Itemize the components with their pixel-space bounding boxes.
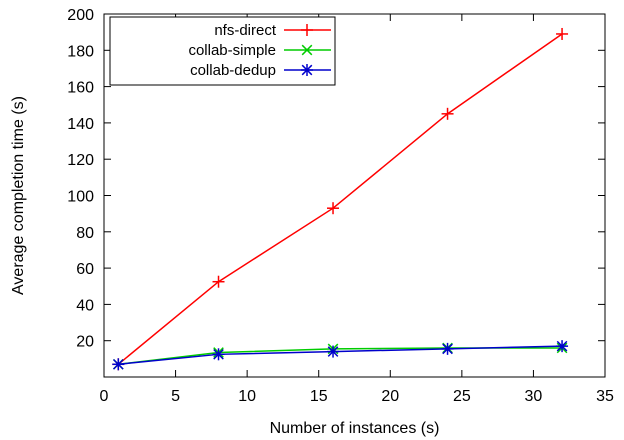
series-layer	[112, 27, 569, 371]
y-tick-label: 200	[67, 7, 94, 24]
x-tick-label: 5	[171, 388, 180, 405]
x-tick-label: 10	[238, 388, 256, 405]
y-tick-label: 80	[76, 225, 94, 242]
y-tick-label: 120	[67, 152, 94, 169]
y-tick-label: 180	[67, 43, 94, 60]
series-line	[118, 347, 563, 366]
x-tick-label: 25	[453, 388, 471, 405]
y-tick-label: 60	[76, 261, 94, 278]
y-tick-label: 100	[67, 189, 94, 206]
legend-label: collab-simple	[188, 42, 276, 59]
data-point	[327, 202, 340, 215]
y-tick-label: 20	[76, 334, 94, 351]
data-point	[327, 345, 340, 358]
legend-box	[109, 16, 336, 86]
legend-label: collab-dedup	[190, 62, 276, 79]
legend-label: nfs-direct	[214, 22, 277, 39]
legend: nfs-direct collab-simple collab-dedup	[109, 16, 336, 86]
series-collab-dedup	[112, 340, 569, 371]
y-axis-label: Average completion time (s)	[10, 96, 27, 295]
x-tick-label: 15	[310, 388, 328, 405]
data-point	[212, 348, 225, 361]
x-tick-label: 0	[100, 388, 109, 405]
x-axis-label: Number of instances (s)	[270, 420, 440, 437]
y-tick-label: 40	[76, 297, 94, 314]
y-tick-label: 160	[67, 80, 94, 97]
legend-marker	[301, 24, 313, 36]
data-point	[212, 275, 225, 288]
y-tick-label: 140	[67, 116, 94, 133]
x-tick-label: 20	[381, 388, 399, 405]
data-point	[556, 27, 569, 40]
axis-ticks: 0 5 10 15 20 25 30 35 20 40 60 80 100 120 140 160 180 200	[67, 7, 614, 405]
series-nfs-direct	[112, 27, 569, 371]
data-point	[556, 340, 569, 353]
x-tick-label: 30	[525, 388, 543, 405]
data-point	[441, 107, 454, 120]
legend-marker	[301, 64, 313, 76]
x-tick-label: 35	[596, 388, 614, 405]
data-point	[441, 342, 454, 355]
legend-marker	[301, 44, 313, 56]
data-point	[112, 358, 125, 371]
